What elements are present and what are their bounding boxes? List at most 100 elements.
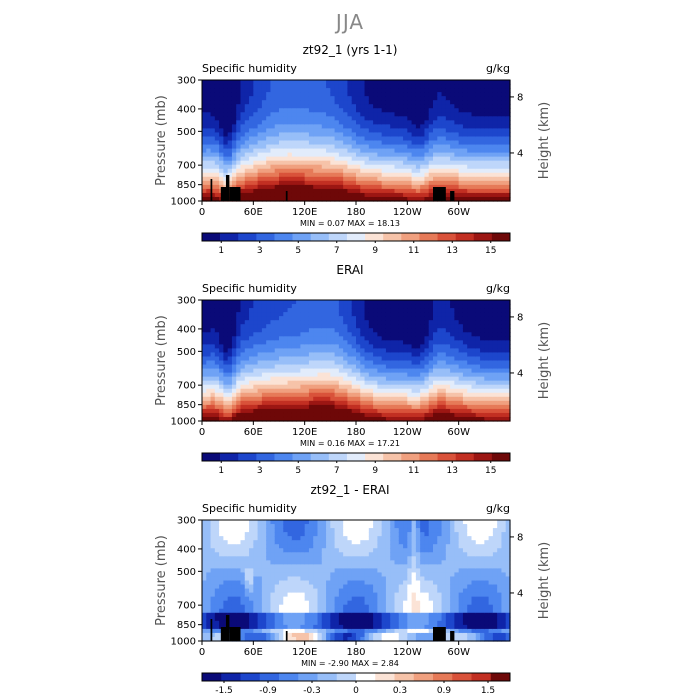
x-tick-label: 120E — [292, 207, 317, 218]
x-tick-label: 60E — [244, 427, 263, 438]
colorbar-swatch — [256, 453, 275, 461]
colorbar-swatch — [346, 453, 366, 461]
x-tick-label: 120W — [393, 427, 422, 438]
panel-subtitle-left: Specific humidity — [202, 502, 297, 515]
x-tick-label: 120W — [393, 647, 422, 658]
colorbar-swatch — [491, 453, 511, 461]
x-tick-label: 0 — [199, 647, 205, 658]
colorbar-swatch — [292, 453, 312, 461]
colorbar-swatch — [317, 673, 338, 681]
colorbar-swatch — [452, 673, 472, 681]
colorbar: -1.5 -0.9 -0.3 0 0.3 0.9 1.5 — [201, 672, 511, 696]
colorbar-swatch — [473, 453, 493, 461]
colorbar-swatch — [256, 233, 275, 241]
y-tick-label: 850 — [177, 180, 196, 191]
colorbar-label: 5 — [295, 246, 301, 256]
colorbar-swatch — [240, 673, 261, 681]
x-tick-label: 120W — [393, 207, 422, 218]
colorbar-label: 0.3 — [393, 686, 407, 696]
colorbar: 1 3 5 7 9 11 13 15 — [201, 452, 511, 476]
colorbar-swatch — [383, 453, 402, 461]
x-tick-label: 60W — [447, 427, 470, 438]
colorbar-label: 13 — [447, 246, 458, 256]
y-tick-label: 700 — [177, 161, 196, 172]
y-axis-right-title: Height (km) — [537, 102, 552, 179]
colorbar-swatch — [491, 233, 511, 241]
colorbar-swatch — [455, 453, 475, 461]
y-tick-label: 1000 — [171, 637, 196, 648]
colorbar-swatch — [455, 233, 475, 241]
y-tick-label: 700 — [177, 381, 196, 392]
colorbar-swatch — [220, 453, 239, 461]
colorbar-label: 5 — [295, 466, 301, 476]
topography-block — [450, 191, 455, 201]
colorbar-label: -1.5 — [215, 686, 233, 696]
y-tick-label: 400 — [177, 544, 196, 555]
colorbar-swatch — [383, 233, 402, 241]
x-tick-label: 120E — [292, 427, 317, 438]
colorbar-swatch — [274, 233, 293, 241]
colorbar-swatch — [401, 453, 420, 461]
panel-subtitle-right: g/kg — [486, 282, 510, 295]
topography-block — [433, 187, 446, 201]
y-axis-right-title: Height (km) — [537, 542, 552, 619]
topography-block — [225, 175, 230, 201]
y-tick-label: 300 — [177, 76, 196, 87]
colorbar-swatch — [328, 233, 348, 241]
x-tick-label: 0 — [199, 207, 205, 218]
topography-block — [285, 191, 288, 201]
colorbar-swatch — [375, 673, 395, 681]
x-tick-label: 60E — [244, 647, 263, 658]
colorbar-swatch — [310, 453, 330, 461]
colorbar-swatch — [356, 673, 376, 681]
colorbar-swatch — [274, 453, 293, 461]
colorbar-frame — [201, 232, 511, 242]
y-tick-label: 1000 — [171, 417, 196, 428]
topography-block — [220, 187, 228, 201]
x-tick-label: 120E — [292, 647, 317, 658]
colorbar-swatch — [279, 673, 299, 681]
colorbar-label: 11 — [408, 466, 419, 476]
colorbar-swatch — [471, 673, 492, 681]
colorbar-swatch — [437, 233, 456, 241]
y-right-tick-label: 4 — [517, 368, 523, 379]
y-right-tick-label: 8 — [517, 532, 523, 543]
colorbar-swatch — [336, 673, 357, 681]
x-tick-label: 180 — [346, 207, 365, 218]
min-max-stats: MIN = -2.90 MAX = 2.84 — [301, 659, 399, 668]
colorbar-label: 9 — [372, 466, 378, 476]
field-cells — [202, 80, 511, 202]
panel-subtitle-right: g/kg — [486, 502, 510, 515]
x-tick-label: 180 — [346, 647, 365, 658]
colorbar-swatch — [365, 453, 384, 461]
y-right-tick-label: 4 — [517, 148, 523, 159]
colorbar-label: 11 — [408, 246, 419, 256]
topography-block — [225, 615, 230, 641]
y-right-tick-label: 8 — [517, 92, 523, 103]
topography-block — [285, 631, 288, 641]
colorbar-swatch — [298, 673, 318, 681]
colorbar-swatch — [346, 233, 366, 241]
colorbar-label: 3 — [257, 246, 263, 256]
colorbar-label: 0 — [353, 686, 359, 696]
x-tick-label: 180 — [346, 427, 365, 438]
y-tick-label: 400 — [177, 324, 196, 335]
colorbar-swatch — [437, 453, 456, 461]
y-right-tick-label: 4 — [517, 588, 523, 599]
colorbar-swatch — [419, 453, 438, 461]
y-axis-title: Pressure (mb) — [154, 535, 169, 626]
colorbar-swatch — [328, 453, 348, 461]
colorbar-label: 0.9 — [437, 686, 452, 696]
colorbar-label: 3 — [257, 466, 263, 476]
x-tick-label: 60W — [447, 207, 470, 218]
colorbar-label: 1.5 — [481, 686, 495, 696]
colorbar-swatch — [433, 673, 453, 681]
topography-block — [433, 627, 446, 641]
colorbar-swatch — [220, 233, 239, 241]
colorbar-label: 1 — [218, 246, 224, 256]
colorbar-label: 15 — [485, 466, 496, 476]
min-max-stats: MIN = 0.07 MAX = 18.13 — [300, 219, 400, 228]
